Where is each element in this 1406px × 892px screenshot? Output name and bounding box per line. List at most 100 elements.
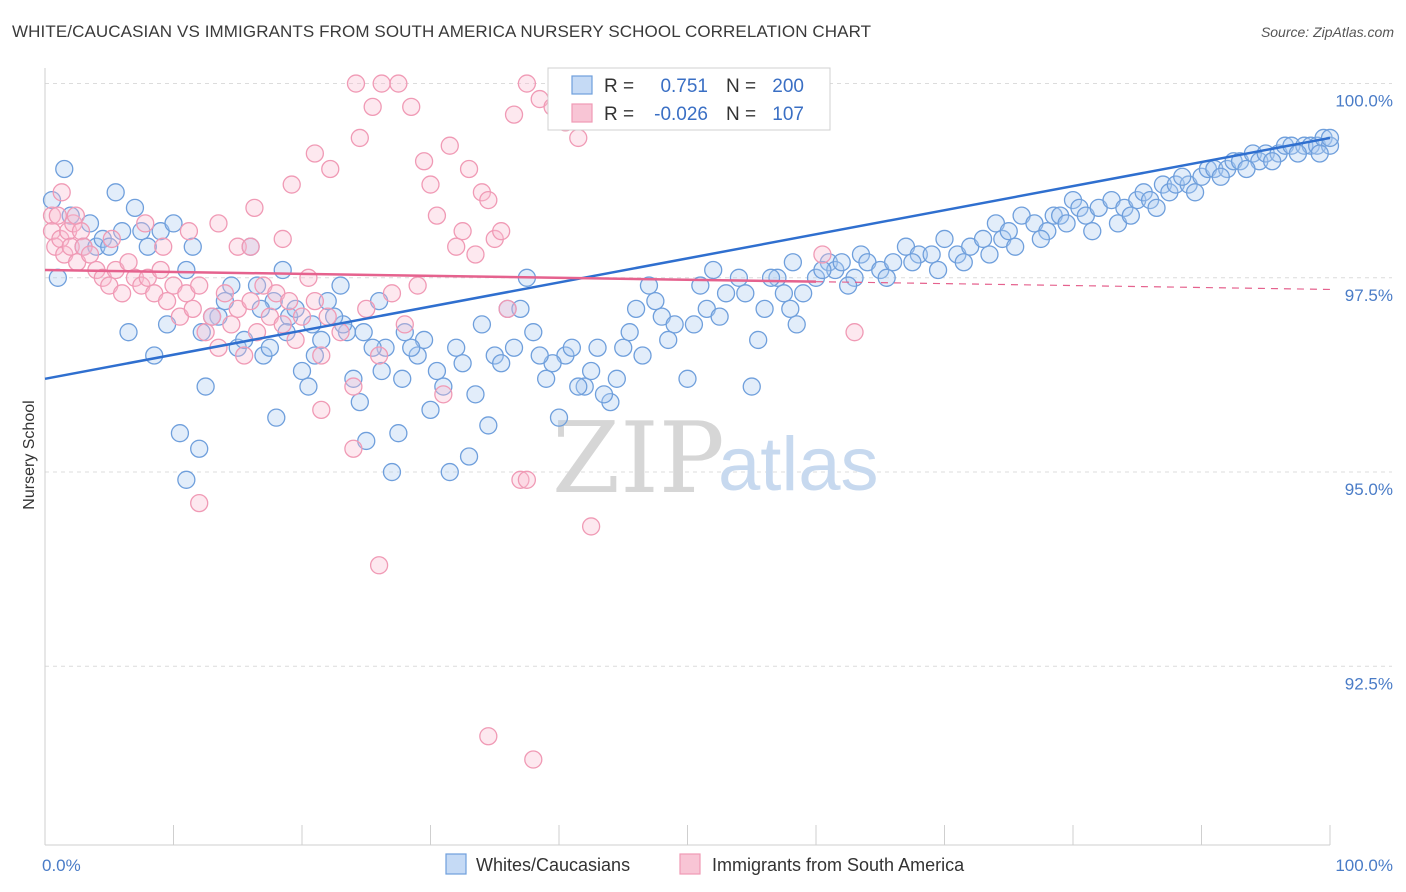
point-whites: [1147, 198, 1166, 218]
point-whites: [736, 284, 755, 303]
y-tick-labels: 100.0% 97.5% 95.0% 92.5%: [1335, 92, 1393, 694]
point-immigrants: [102, 229, 121, 249]
point-immigrants: [447, 237, 466, 256]
point-whites: [1121, 206, 1140, 225]
point-whites: [774, 284, 794, 303]
point-whites: [787, 315, 806, 334]
source-credit: Source: ZipAtlas.com: [1260, 24, 1394, 40]
point-whites: [145, 346, 164, 365]
point-whites: [55, 159, 74, 179]
point-immigrants: [321, 159, 340, 179]
point-immigrants: [524, 750, 543, 769]
point-immigrants: [453, 222, 472, 241]
point-whites: [402, 338, 421, 357]
point-immigrants: [196, 323, 215, 342]
point-immigrants: [157, 291, 177, 311]
point-whites: [537, 369, 556, 388]
point-whites: [710, 307, 729, 326]
point-whites: [1185, 183, 1205, 202]
point-whites: [729, 268, 749, 287]
point-immigrants: [136, 214, 155, 233]
point-immigrants: [299, 268, 318, 287]
point-immigrants: [813, 245, 832, 264]
point-whites: [903, 253, 922, 272]
series-immigrants-points: [42, 74, 864, 769]
legend-n-value-pink: 107: [772, 104, 804, 125]
point-whites: [447, 338, 466, 357]
point-whites: [562, 338, 581, 357]
point-immigrants: [312, 346, 331, 365]
point-whites: [354, 323, 373, 342]
legend-r-label-pink: R =: [604, 104, 634, 125]
point-whites: [999, 222, 1018, 241]
point-whites: [761, 268, 781, 287]
watermark: ZIP atlas: [552, 402, 879, 516]
point-whites: [260, 338, 280, 357]
stats-legend: R = 0.751 N = 200 R = -0.026 N = 107: [547, 67, 831, 131]
point-whites: [935, 229, 954, 249]
legend-r-value-pink: -0.026: [654, 104, 708, 125]
point-whites: [549, 408, 569, 427]
point-whites: [305, 346, 325, 365]
point-immigrants: [331, 323, 350, 342]
point-immigrants: [61, 237, 80, 256]
point-whites: [1288, 144, 1308, 163]
point-immigrants: [245, 198, 264, 218]
point-whites: [646, 291, 665, 311]
point-immigrants: [292, 307, 312, 326]
point-whites: [492, 354, 511, 373]
point-whites: [838, 276, 858, 295]
point-immigrants: [235, 346, 254, 365]
point-immigrants: [369, 346, 389, 365]
point-whites: [581, 361, 601, 381]
series-legend-label-pink: Immigrants from South America: [712, 855, 965, 875]
point-whites: [1310, 144, 1329, 163]
series-legend-swatch-blue: [445, 853, 467, 875]
x-tick-labels: 0.0% 100.0%: [42, 856, 1393, 875]
point-whites: [832, 253, 851, 272]
point-whites: [530, 346, 549, 365]
legend-n-value-blue: 200: [772, 76, 804, 97]
point-whites: [177, 470, 196, 489]
point-whites: [620, 323, 639, 342]
series-legend: Whites/Caucasians Immigrants from South …: [445, 853, 965, 875]
point-whites: [922, 245, 941, 264]
point-whites: [164, 214, 183, 233]
point-whites: [1083, 222, 1102, 241]
y-tick-label: 95.0%: [1345, 480, 1393, 499]
point-immigrants: [215, 284, 235, 303]
point-immigrants: [389, 74, 408, 93]
point-whites: [247, 276, 267, 295]
point-immigrants: [517, 470, 537, 489]
point-immigrants: [228, 237, 247, 256]
point-whites: [466, 385, 485, 404]
point-immigrants: [279, 291, 299, 311]
point-whites: [299, 377, 318, 396]
point-whites: [716, 284, 736, 303]
stats-legend-box: [547, 67, 831, 131]
point-immigrants: [427, 206, 447, 225]
legend-n-label-pink: N =: [726, 104, 756, 125]
point-whites: [479, 416, 498, 435]
point-immigrants: [48, 206, 67, 225]
point-whites: [594, 385, 614, 404]
point-whites: [382, 462, 402, 482]
point-immigrants: [346, 74, 366, 93]
point-immigrants: [466, 245, 485, 264]
point-immigrants: [504, 105, 524, 124]
point-immigrants: [350, 128, 369, 148]
point-whites: [434, 377, 453, 396]
point-whites: [691, 276, 710, 295]
point-immigrants: [202, 307, 222, 326]
point-whites: [954, 253, 973, 272]
point-whites: [973, 229, 993, 249]
point-whites: [312, 330, 331, 350]
point-immigrants: [363, 97, 382, 116]
point-whites: [980, 245, 999, 264]
point-whites: [569, 377, 588, 396]
point-whites: [427, 361, 447, 381]
point-whites: [472, 315, 492, 334]
point-immigrants: [434, 385, 453, 404]
point-whites: [372, 361, 391, 381]
